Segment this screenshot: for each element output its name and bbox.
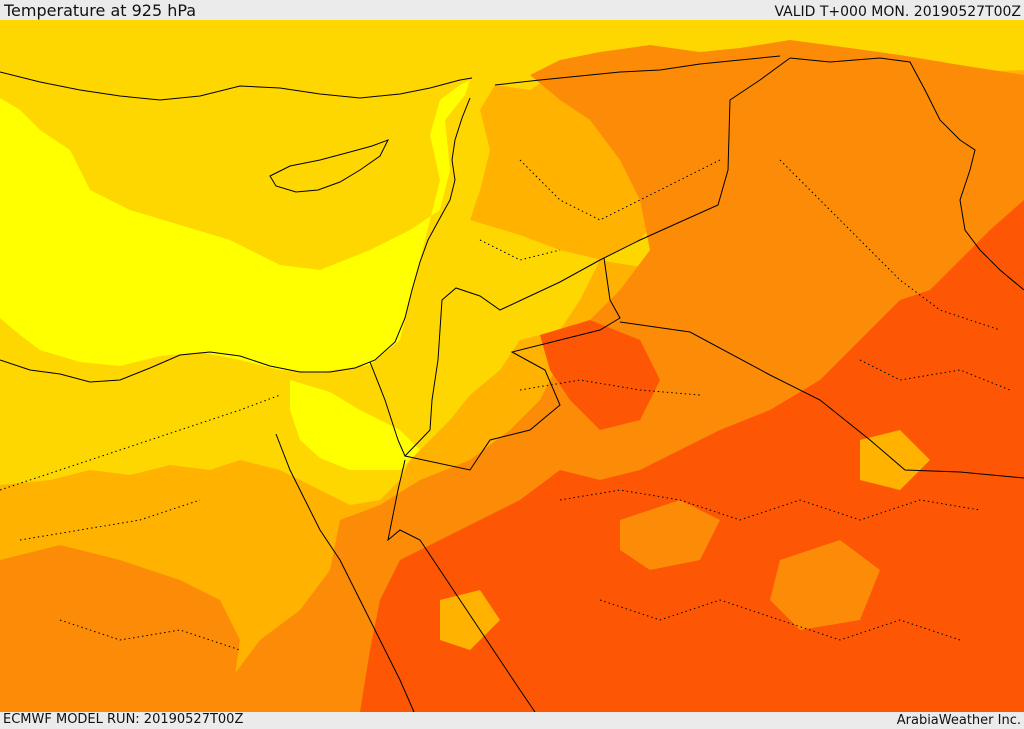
temp-patch-2 — [770, 540, 880, 630]
border-iraq-syria — [494, 55, 781, 86]
coastline-aqaba — [387, 459, 536, 712]
coastline-suez — [275, 433, 415, 712]
boundaries — [0, 55, 1024, 712]
temp-zone-yellow — [0, 80, 470, 372]
model-run-label: ECMWF MODEL RUN: 20190527T00Z — [3, 712, 244, 727]
credit-label: ArabiaWeather Inc. — [896, 713, 1021, 728]
temp-zone-deep-orange-nw — [540, 320, 660, 430]
cyprus-outline — [269, 139, 390, 193]
coastline-africa — [0, 97, 471, 383]
temp-zone-yellow-2 — [290, 380, 420, 470]
temp-zone-orange-sw — [0, 545, 240, 712]
valid-time: VALID T+000 MON. 20190527T00Z — [774, 4, 1021, 20]
temp-zone-gold — [0, 20, 1024, 505]
internal-boundaries — [0, 159, 1011, 651]
coastline-turkey — [0, 71, 473, 101]
border-iraq-iran — [789, 57, 1024, 291]
border-levant — [369, 57, 791, 457]
temp-patch-4 — [860, 430, 930, 490]
map-title: Temperature at 925 hPa — [4, 1, 197, 20]
border-jordan-saudi — [404, 257, 621, 471]
temperature-map — [0, 20, 1024, 712]
temp-patch-1 — [620, 500, 720, 570]
footer-bar: ECMWF MODEL RUN: 20190527T00Z ArabiaWeat… — [0, 712, 1024, 729]
border-iraq-saudi — [619, 321, 1024, 479]
header-bar: Temperature at 925 hPa VALID T+000 MON. … — [0, 0, 1024, 20]
temp-patch-3 — [440, 590, 500, 650]
